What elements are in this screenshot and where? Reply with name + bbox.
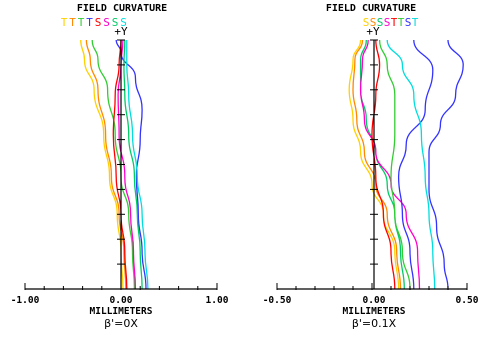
left-legend-label-0: T bbox=[61, 16, 68, 29]
right-legend-label-2: S bbox=[377, 16, 384, 29]
left-legend-label-7: S bbox=[120, 16, 127, 29]
right-series-line-0-t bbox=[348, 39, 400, 290]
right-y-marker: +Y bbox=[366, 25, 380, 38]
right-legend-label-6: S bbox=[405, 16, 412, 29]
right-title: FIELD CURVATURE bbox=[326, 3, 416, 14]
left-legend-label-4: S bbox=[95, 16, 102, 29]
left-series-line-6-s bbox=[123, 39, 143, 290]
right-x-tick-label-mid: 0.00 bbox=[363, 295, 386, 306]
left-legend-label-5: S bbox=[103, 16, 110, 29]
left-series-group bbox=[80, 39, 149, 290]
left-legend-label-1: T bbox=[69, 16, 76, 29]
right-legend-label-0: S bbox=[363, 16, 370, 29]
left-series-line-1-t bbox=[85, 39, 127, 290]
right-legend-label-1: S bbox=[370, 16, 377, 29]
left-title: FIELD CURVATURE bbox=[77, 3, 167, 14]
right-legend-label-7: T bbox=[412, 16, 419, 29]
right-series-line-7-t bbox=[386, 39, 436, 290]
left-series-line-2-t bbox=[91, 39, 136, 290]
right-x-axis-label: MILLIMETERS bbox=[343, 306, 406, 317]
left-legend-label-6: S bbox=[112, 16, 119, 29]
left-x-axis-label: MILLIMETERS bbox=[90, 306, 153, 317]
left-series-line-7-s bbox=[126, 40, 149, 290]
right-series-line-8-t bbox=[428, 39, 464, 290]
right-series-line-1-t bbox=[352, 39, 402, 290]
right-series-line-6-s bbox=[397, 39, 434, 290]
left-x-tick-label-min: -1.00 bbox=[11, 295, 40, 306]
right-series-line-5-s bbox=[378, 39, 411, 290]
left-x-tick-label-mid: 0.00 bbox=[110, 295, 133, 306]
right-legend-label-3: S bbox=[384, 16, 391, 29]
left-caption: β'=0X bbox=[104, 317, 138, 330]
left-legend-label-2: T bbox=[78, 16, 85, 29]
right-x-tick-label-min: -0.50 bbox=[263, 295, 292, 306]
left-series-line-0-t bbox=[80, 39, 124, 290]
left-y-marker: +Y bbox=[114, 25, 128, 38]
right-x-ticks bbox=[276, 283, 468, 290]
right-series-line-3-t bbox=[359, 39, 421, 290]
left-series-line-4-s bbox=[112, 39, 128, 290]
right-legend-label-4: T bbox=[391, 16, 398, 29]
right-x-tick-label-max: 0.50 bbox=[456, 295, 479, 306]
left-x-tick-label-max: 1.00 bbox=[206, 295, 229, 306]
right-legend-label-5: T bbox=[398, 16, 405, 29]
right-series-group bbox=[348, 39, 464, 290]
left-x-ticks bbox=[24, 283, 218, 290]
left-legend-label-3: T bbox=[86, 16, 93, 29]
right-caption: β'=0.1X bbox=[352, 317, 397, 330]
